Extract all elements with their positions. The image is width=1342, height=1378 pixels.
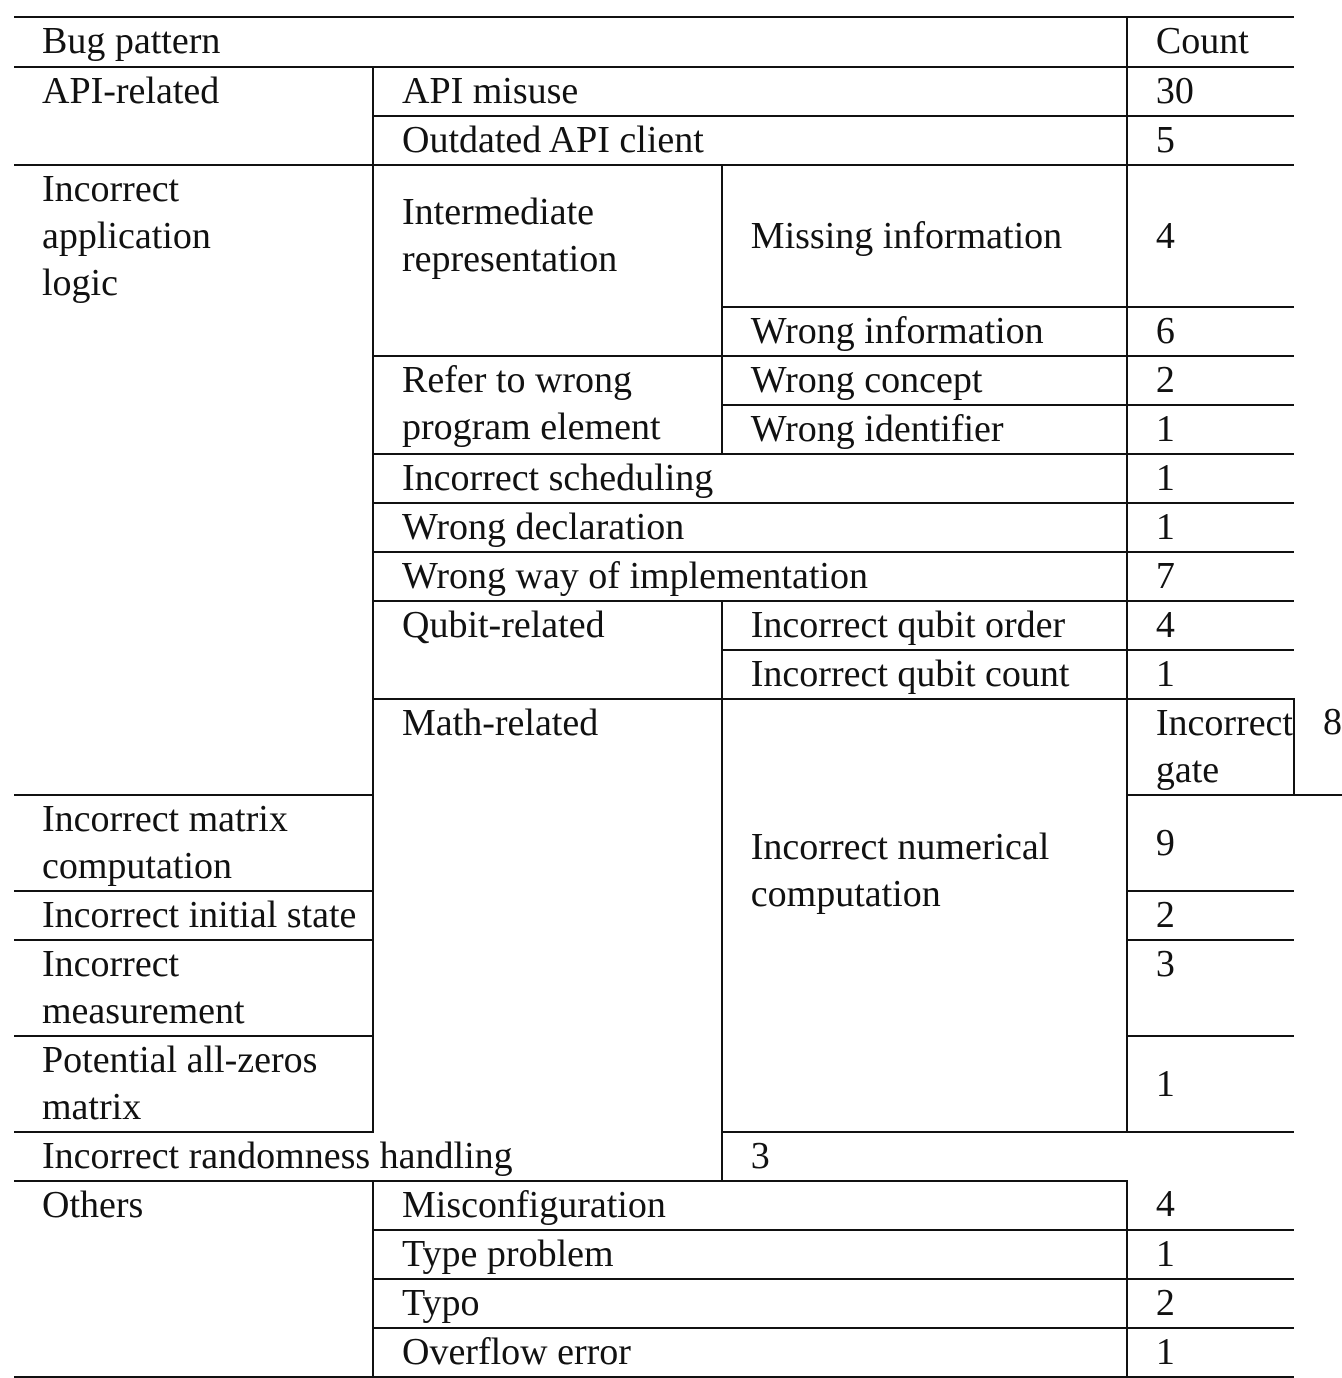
count-incorrect-initial-state: 2 bbox=[1126, 891, 1294, 941]
count-incorrect-scheduling: 1 bbox=[1126, 454, 1294, 504]
sub-potential-all-zeros-matrix-text: Potential all-zeros matrix bbox=[42, 1039, 318, 1128]
table-row: Outdated API client 5 bbox=[14, 116, 1342, 166]
table-row: Incorrect application logic Intermediate… bbox=[14, 165, 1342, 796]
count-outdated-api-client: 5 bbox=[1126, 116, 1294, 166]
table-row: Incorrect qubit count 1 bbox=[14, 650, 1342, 700]
pattern-outdated-api-client: Outdated API client bbox=[373, 116, 1128, 166]
count-incorrect-qubit-order: 4 bbox=[1126, 601, 1294, 651]
count-wrong-declaration: 1 bbox=[1126, 503, 1294, 553]
pattern-incorrect-numerical-computation: Incorrect numerical computation bbox=[721, 699, 1128, 1133]
pattern-intermediate-representation: Intermediate representation bbox=[373, 165, 723, 357]
header-count: Count bbox=[1126, 16, 1294, 68]
sub-incorrect-qubit-count: Incorrect qubit count bbox=[721, 650, 1128, 700]
table-row: Incorrect matrix computation 9 bbox=[14, 795, 1342, 892]
table-row: Incorrect scheduling 1 bbox=[14, 454, 1342, 504]
sub-incorrect-matrix-computation-text: Incorrect matrix computation bbox=[42, 798, 288, 887]
count-missing-information: 4 bbox=[1126, 165, 1294, 308]
count-incorrect-gate: 8 bbox=[1294, 699, 1342, 796]
pattern-incorrect-scheduling: Incorrect scheduling bbox=[373, 454, 1128, 504]
table-row: Others Misconfiguration 4 bbox=[14, 1181, 1342, 1378]
count-typo: 2 bbox=[1126, 1279, 1294, 1329]
count-overflow-error: 1 bbox=[1126, 1328, 1294, 1378]
sub-incorrect-measurement: Incorrect measurement bbox=[14, 940, 374, 1037]
table-row: Wrong identifier 1 bbox=[14, 405, 1342, 455]
sub-incorrect-gate: Incorrect gate bbox=[1126, 699, 1296, 796]
sub-incorrect-qubit-order: Incorrect qubit order bbox=[721, 601, 1128, 651]
sub-potential-all-zeros-matrix: Potential all-zeros matrix bbox=[14, 1036, 374, 1133]
bug-pattern-table: Bug pattern Count API-related API misuse… bbox=[14, 16, 1342, 1378]
sub-wrong-information: Wrong information bbox=[721, 307, 1128, 357]
table-row: API-related API misuse 30 bbox=[14, 67, 1342, 166]
pattern-typo: Typo bbox=[373, 1279, 1128, 1329]
count-wrong-identifier: 1 bbox=[1126, 405, 1294, 455]
count-misconfiguration: 4 bbox=[1126, 1181, 1294, 1231]
pattern-refer-to-wrong-program-element-text: Refer to wrong program element bbox=[402, 359, 661, 448]
header-row: Bug pattern Count bbox=[14, 16, 1342, 68]
category-others: Others bbox=[14, 1181, 374, 1378]
count-wrong-concept: 2 bbox=[1126, 356, 1294, 406]
table-row: Incorrect measurement 3 bbox=[14, 940, 1342, 1037]
table-row: Incorrect initial state 2 bbox=[14, 891, 1342, 941]
count-incorrect-randomness-handling: 3 bbox=[721, 1132, 1127, 1182]
table-row: Wrong way of implementation 7 bbox=[14, 552, 1342, 602]
count-type-problem: 1 bbox=[1126, 1230, 1294, 1280]
category-incorrect-application-logic: Incorrect application logic bbox=[14, 165, 374, 796]
count-api-misuse: 30 bbox=[1126, 67, 1294, 117]
count-incorrect-qubit-count: 1 bbox=[1126, 650, 1294, 700]
table-row: Wrong declaration 1 bbox=[14, 503, 1342, 553]
pattern-wrong-declaration: Wrong declaration bbox=[373, 503, 1128, 553]
pattern-incorrect-numerical-computation-text: Incorrect numerical computation bbox=[750, 825, 1050, 915]
pattern-misconfiguration: Misconfiguration bbox=[373, 1181, 1128, 1231]
pattern-wrong-way-of-implementation: Wrong way of implementation bbox=[373, 552, 1128, 602]
count-incorrect-matrix-computation: 9 bbox=[1126, 795, 1294, 892]
sub-wrong-identifier: Wrong identifier bbox=[721, 405, 1128, 455]
category-math-related: Math-related bbox=[373, 699, 723, 1182]
pattern-intermediate-representation-text: Intermediate representation bbox=[402, 190, 618, 280]
category-incorrect-application-logic-text: Incorrect application logic bbox=[42, 168, 211, 304]
table-row: Refer to wrong program element Wrong con… bbox=[14, 356, 1342, 455]
count-wrong-way-of-implementation: 7 bbox=[1126, 552, 1294, 602]
table-row: Qubit-related Incorrect qubit order 4 bbox=[14, 601, 1342, 700]
pattern-type-problem: Type problem bbox=[373, 1230, 1128, 1280]
count-incorrect-measurement: 3 bbox=[1126, 940, 1294, 1037]
table-row: Potential all-zeros matrix 1 bbox=[14, 1036, 1342, 1133]
pattern-qubit-related: Qubit-related bbox=[373, 601, 723, 700]
count-wrong-information: 6 bbox=[1126, 307, 1294, 357]
sub-incorrect-initial-state: Incorrect initial state bbox=[14, 891, 374, 941]
table-row: Wrong information 6 bbox=[14, 307, 1342, 357]
pattern-refer-to-wrong-program-element: Refer to wrong program element bbox=[373, 356, 723, 455]
category-api-related: API-related bbox=[14, 67, 374, 166]
pattern-incorrect-randomness-handling: Incorrect randomness handling bbox=[14, 1132, 723, 1182]
sub-missing-information: Missing information bbox=[721, 165, 1128, 308]
sub-wrong-concept: Wrong concept bbox=[721, 356, 1128, 406]
sub-incorrect-matrix-computation: Incorrect matrix computation bbox=[14, 795, 374, 892]
header-bug-pattern: Bug pattern bbox=[14, 16, 1128, 68]
pattern-api-misuse: API misuse bbox=[373, 67, 1128, 117]
pattern-overflow-error: Overflow error bbox=[373, 1328, 1128, 1378]
count-potential-all-zeros-matrix: 1 bbox=[1126, 1036, 1294, 1133]
table-row: Incorrect randomness handling 3 bbox=[14, 1132, 1342, 1182]
table-row: Math-related Incorrect numerical computa… bbox=[14, 699, 1342, 1182]
